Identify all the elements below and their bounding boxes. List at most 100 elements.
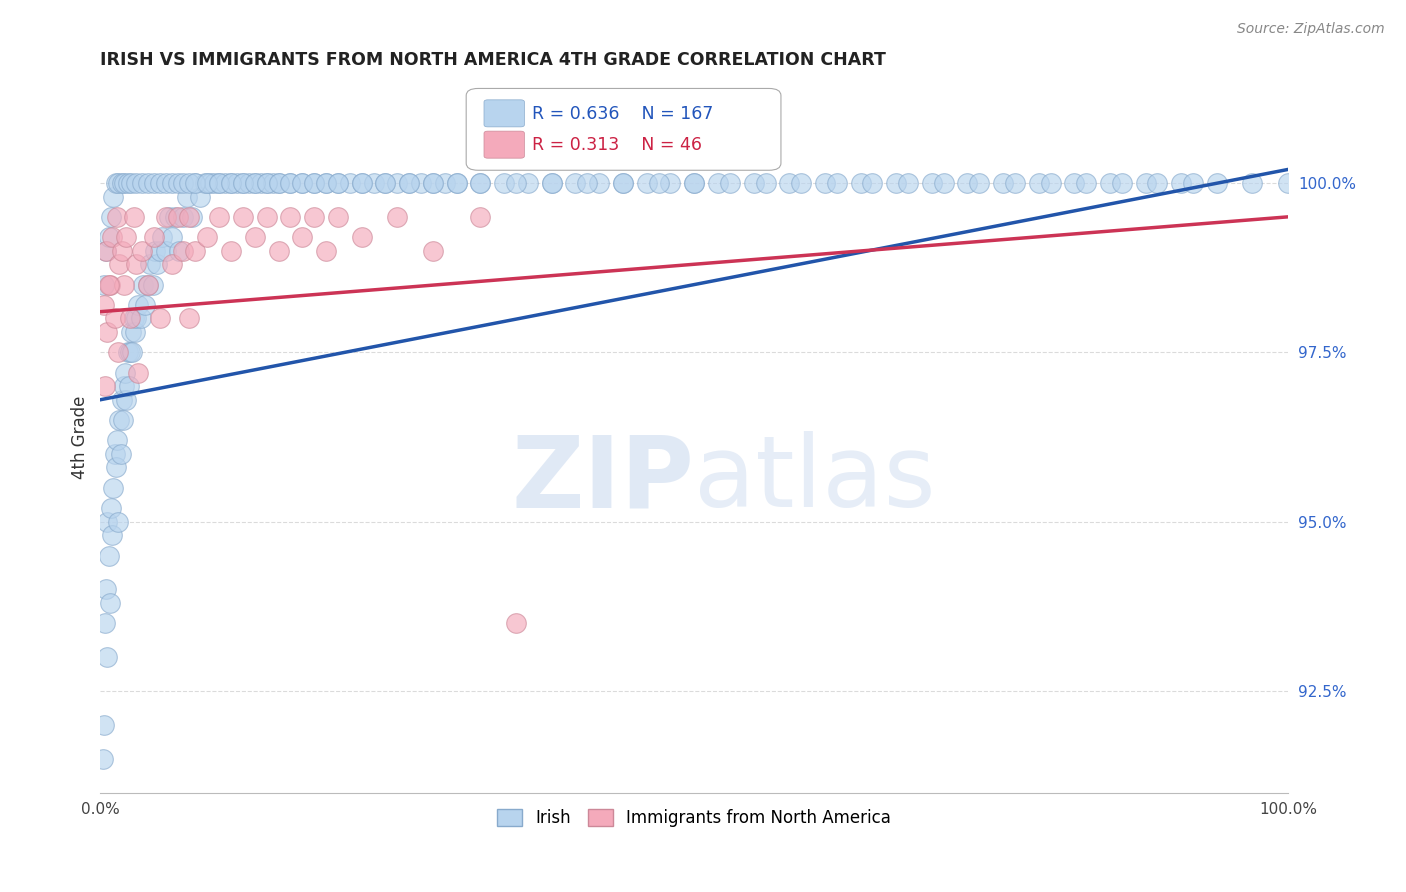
Point [149, 176, 172, 190]
Point [166, 210, 188, 224]
Point [180, 210, 202, 224]
Point [111, 244, 134, 258]
Point [125, 311, 148, 326]
Point [105, 434, 128, 448]
Point [267, 244, 290, 258]
Point [149, 311, 172, 326]
Point [173, 210, 195, 224]
Point [132, 277, 155, 292]
Point [398, 176, 420, 190]
Point [1146, 176, 1168, 190]
Point [433, 176, 456, 190]
Y-axis label: 4th Grade: 4th Grade [72, 395, 89, 479]
Point [1076, 176, 1098, 190]
Point [374, 176, 396, 190]
Point [157, 210, 180, 224]
Point [160, 230, 183, 244]
Text: Source: ZipAtlas.com: Source: ZipAtlas.com [1237, 22, 1385, 37]
Point [127, 298, 149, 312]
Point [636, 176, 658, 190]
Point [96, 244, 118, 258]
Point [155, 244, 177, 258]
Point [825, 176, 848, 190]
Point [814, 176, 837, 190]
Point [446, 176, 468, 190]
Point [1111, 176, 1133, 190]
Point [718, 176, 741, 190]
Point [291, 176, 314, 190]
Point [1039, 176, 1062, 190]
Point [103, 189, 125, 203]
Point [422, 176, 444, 190]
Point [409, 176, 432, 190]
Point [179, 176, 201, 190]
Point [790, 176, 813, 190]
Point [101, 230, 124, 244]
Point [179, 311, 201, 326]
Point [1028, 176, 1050, 190]
Point [100, 501, 122, 516]
Point [129, 311, 152, 326]
Point [184, 176, 207, 190]
Point [1098, 176, 1121, 190]
Point [108, 413, 131, 427]
Point [97, 277, 120, 292]
Point [1170, 176, 1192, 190]
Point [707, 176, 730, 190]
Point [422, 176, 444, 190]
Point [111, 392, 134, 407]
Point [100, 210, 122, 224]
Point [422, 244, 444, 258]
Point [179, 210, 201, 224]
Point [516, 176, 538, 190]
Point [659, 176, 682, 190]
Point [921, 176, 943, 190]
Point [143, 244, 166, 258]
Point [256, 210, 278, 224]
Point [363, 176, 385, 190]
Point [350, 176, 373, 190]
Point [108, 257, 131, 271]
Point [96, 650, 118, 665]
Point [131, 176, 153, 190]
Text: ZIP: ZIP [512, 431, 695, 528]
Point [195, 176, 218, 190]
Point [117, 345, 139, 359]
Point [267, 176, 290, 190]
Point [131, 244, 153, 258]
Point [232, 176, 254, 190]
Point [173, 176, 195, 190]
Point [1205, 176, 1227, 190]
Point [315, 176, 337, 190]
Point [470, 210, 492, 224]
Point [115, 392, 138, 407]
Point [446, 176, 468, 190]
Point [142, 277, 165, 292]
Point [96, 244, 118, 258]
Point [262, 176, 284, 190]
Point [339, 176, 361, 190]
Point [115, 230, 138, 244]
Point [94, 616, 117, 631]
Point [470, 176, 492, 190]
Point [232, 176, 254, 190]
Point [350, 176, 373, 190]
Point [219, 176, 242, 190]
Point [243, 176, 266, 190]
Point [114, 366, 136, 380]
Point [150, 230, 173, 244]
Legend: Irish, Immigrants from North America: Irish, Immigrants from North America [491, 803, 898, 834]
Point [564, 176, 586, 190]
Point [97, 230, 120, 244]
Point [166, 176, 188, 190]
Point [118, 311, 141, 326]
Point [470, 176, 492, 190]
Point [897, 176, 920, 190]
Point [107, 515, 129, 529]
Point [1063, 176, 1085, 190]
Point [280, 176, 302, 190]
Point [98, 277, 121, 292]
Point [93, 298, 115, 312]
Point [91, 752, 114, 766]
Point [249, 176, 271, 190]
